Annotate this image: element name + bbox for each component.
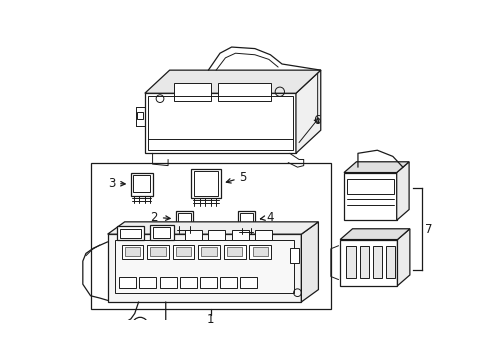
Bar bbox=[220, 277, 237, 288]
Polygon shape bbox=[340, 239, 397, 286]
Bar bbox=[147, 245, 168, 259]
Bar bbox=[179, 277, 196, 288]
Bar bbox=[176, 211, 192, 226]
Text: 5: 5 bbox=[226, 171, 246, 184]
Bar bbox=[224, 245, 245, 259]
Text: 7: 7 bbox=[425, 222, 432, 236]
Polygon shape bbox=[301, 222, 318, 302]
Bar bbox=[176, 247, 191, 256]
Bar bbox=[148, 96, 292, 150]
Polygon shape bbox=[340, 229, 409, 239]
Bar bbox=[191, 169, 220, 198]
Text: 4: 4 bbox=[260, 211, 274, 224]
Bar bbox=[185, 230, 202, 240]
Bar bbox=[200, 277, 217, 288]
Polygon shape bbox=[343, 172, 396, 220]
Bar bbox=[119, 277, 136, 288]
Bar bbox=[208, 230, 225, 240]
Bar bbox=[252, 247, 267, 256]
Polygon shape bbox=[144, 93, 295, 153]
Bar bbox=[133, 175, 150, 192]
Bar bbox=[139, 277, 156, 288]
Polygon shape bbox=[397, 229, 409, 286]
Polygon shape bbox=[217, 83, 270, 101]
Bar bbox=[231, 230, 248, 240]
Bar bbox=[359, 246, 368, 278]
Text: 2: 2 bbox=[150, 211, 170, 224]
Bar bbox=[153, 227, 170, 238]
Bar bbox=[240, 213, 252, 224]
Bar bbox=[159, 277, 176, 288]
Bar bbox=[385, 246, 394, 278]
Bar bbox=[122, 245, 143, 259]
Polygon shape bbox=[107, 234, 301, 302]
Polygon shape bbox=[396, 162, 408, 220]
Text: 1: 1 bbox=[206, 313, 214, 326]
Bar bbox=[372, 246, 381, 278]
Bar bbox=[193, 171, 218, 195]
Bar bbox=[237, 211, 254, 228]
Bar bbox=[249, 245, 270, 259]
Bar bbox=[150, 247, 165, 256]
Bar bbox=[198, 245, 220, 259]
Bar bbox=[117, 226, 144, 240]
Bar bbox=[346, 246, 355, 278]
Bar bbox=[346, 179, 393, 194]
Bar bbox=[137, 112, 143, 120]
Bar bbox=[90, 163, 330, 309]
Bar bbox=[178, 213, 190, 222]
Bar bbox=[124, 247, 140, 256]
Bar bbox=[201, 247, 217, 256]
Bar bbox=[240, 277, 257, 288]
Bar bbox=[150, 225, 173, 240]
Bar bbox=[289, 248, 299, 263]
Bar bbox=[254, 230, 271, 240]
Bar bbox=[115, 240, 293, 293]
Bar bbox=[226, 247, 242, 256]
Bar bbox=[120, 229, 141, 238]
Polygon shape bbox=[343, 162, 408, 172]
Polygon shape bbox=[107, 222, 318, 234]
Polygon shape bbox=[173, 83, 210, 101]
Polygon shape bbox=[144, 70, 320, 93]
Text: 3: 3 bbox=[107, 177, 125, 190]
Polygon shape bbox=[295, 70, 320, 153]
Bar bbox=[131, 172, 152, 195]
Bar bbox=[172, 245, 194, 259]
Text: 6: 6 bbox=[312, 114, 320, 127]
